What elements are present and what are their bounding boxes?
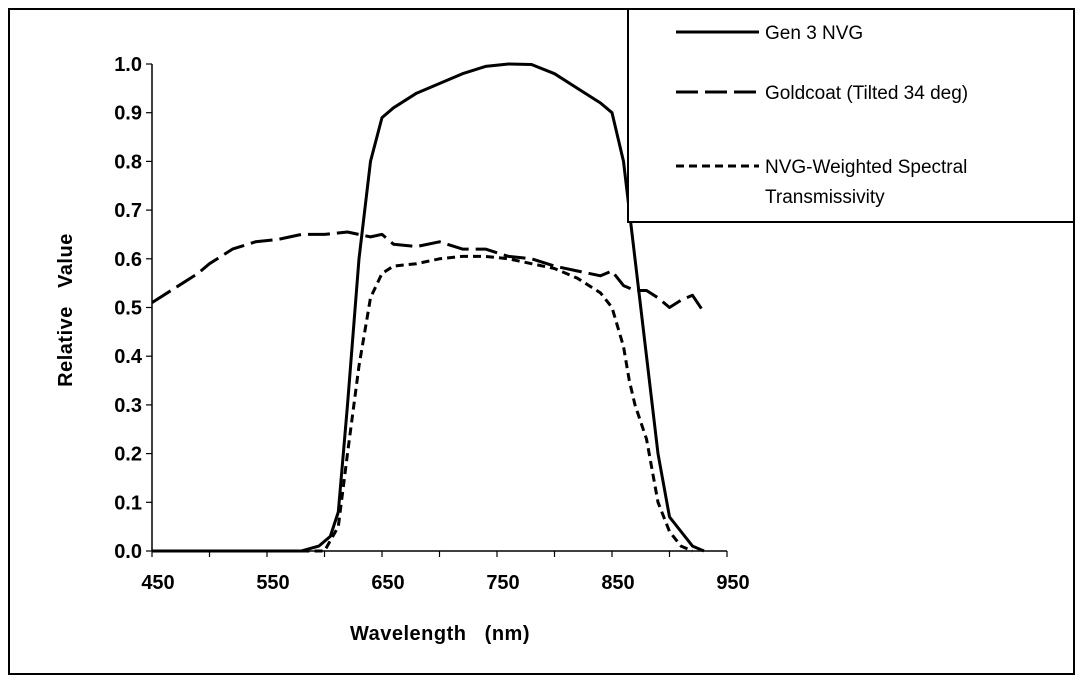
legend: Gen 3 NVG Goldcoat (Tilted 34 deg) NVG-Wei… bbox=[627, 8, 1075, 223]
x-tick-label: 750 bbox=[486, 572, 519, 594]
y-tick-label: 0.7 bbox=[114, 200, 142, 222]
x-tick-label: 950 bbox=[716, 572, 749, 594]
y-tick-label: 0.5 bbox=[114, 298, 142, 320]
legend-label-3: NVG-Weighted Spectral Transmissivity bbox=[765, 157, 967, 208]
y-tick-label: 0.2 bbox=[114, 444, 142, 466]
series-line-1 bbox=[152, 62, 705, 553]
x-axis-title: Wavelength (nm) bbox=[350, 623, 530, 645]
plot-area bbox=[151, 62, 706, 553]
x-tick-label: 450 bbox=[141, 572, 174, 594]
y-tick-label: 0.4 bbox=[114, 346, 143, 368]
y-tick-label: 0.6 bbox=[114, 249, 142, 271]
y-tick-label: 0.8 bbox=[114, 151, 142, 173]
series-line-2 bbox=[151, 230, 706, 314]
y-tick-label: 0.0 bbox=[114, 541, 142, 563]
series-line-3 bbox=[301, 254, 694, 553]
legend-label-2: Goldcoat (Tilted 34 deg) bbox=[765, 83, 968, 104]
legend-box bbox=[627, 8, 1075, 223]
y-axis-title: Relative Value bbox=[55, 233, 77, 387]
y-tick-label: 0.3 bbox=[114, 395, 142, 417]
axis-ticks: 0.0 0.1 0.2 0.3 0.4 0.5 0.6 0.7 0.8 0.9 1.0 450 550 6… bbox=[114, 54, 750, 594]
y-tick-label: 0.9 bbox=[114, 103, 142, 125]
y-tick-label: 1.0 bbox=[114, 54, 142, 76]
x-tick-label: 650 bbox=[371, 572, 404, 594]
x-tick-label: 550 bbox=[256, 572, 289, 594]
x-tick-label: 850 bbox=[601, 572, 634, 594]
y-tick-label: 0.1 bbox=[114, 492, 142, 514]
legend-label-1: Gen 3 NVG bbox=[765, 23, 863, 44]
